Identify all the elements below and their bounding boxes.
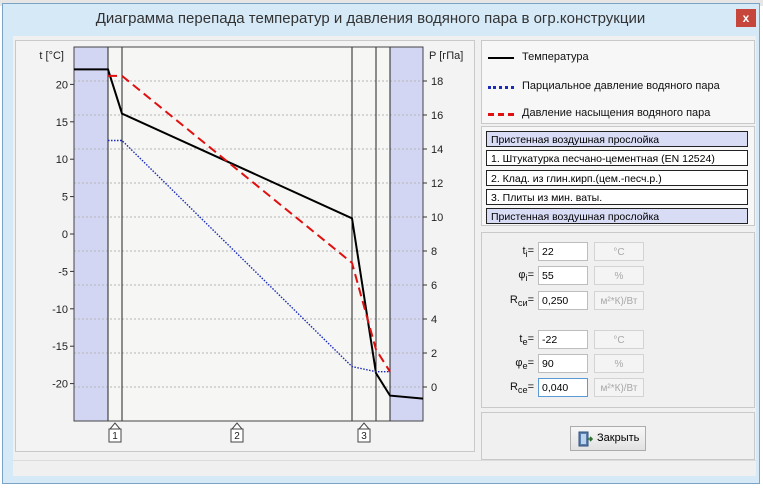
ti-unit: °C — [594, 242, 644, 261]
phii-input[interactable]: 55 — [538, 266, 588, 285]
label-phii: φi= — [518, 269, 534, 284]
series-line-2 — [108, 74, 391, 373]
right-axis-tick-label: 0 — [431, 382, 437, 394]
right-axis-tick-label: 18 — [431, 76, 443, 88]
layer-2-brick[interactable]: 2. Клад. из глин.кирп.(цем.-песч.р.) — [486, 170, 748, 186]
phii-unit: % — [594, 266, 644, 285]
layer-marker-label: 3 — [361, 431, 367, 442]
right-axis-tick-label: 6 — [431, 280, 437, 292]
right-axis-tick-label: 4 — [431, 314, 437, 326]
diagram-panel: 20 15 10 5 0 -5 -10 -15 -20 18 16 14 12 10 8 6 4 2 0 t [°C]… — [15, 40, 475, 452]
button-panel: Закрыть — [481, 412, 755, 460]
layers-panel: Пристенная воздушная прослойка 1. Штукат… — [481, 126, 755, 226]
phie-unit: % — [594, 354, 644, 373]
layer-marker-arrow — [230, 422, 244, 430]
layer-inner-air[interactable]: Пристенная воздушная прослойка — [486, 131, 748, 147]
rse-unit: м²*К)/Вт — [594, 378, 644, 397]
layer-marker-box — [108, 428, 122, 443]
left-axis-tick-label: -5 — [58, 266, 68, 278]
inner-air-layer — [74, 47, 108, 421]
layer-marker-arrow — [357, 422, 371, 430]
layer-marker-arrow — [108, 422, 122, 430]
rsi-input[interactable]: 0,250 — [538, 291, 588, 310]
legend-panel: Температура Парциальное давление водяног… — [481, 40, 755, 124]
ti-input[interactable]: 22 — [538, 242, 588, 261]
label-te: te= — [519, 333, 534, 348]
label-rsi: Rси= — [509, 294, 534, 309]
status-bar — [13, 460, 756, 475]
dialog-client-area: 20 15 10 5 0 -5 -10 -15 -20 18 16 14 12 10 8 6 4 2 0 t [°C]… — [13, 36, 756, 476]
right-axis-tick-label: 14 — [431, 144, 443, 156]
left-axis-tick-label: -20 — [52, 379, 68, 391]
left-axis-tick-label: -10 — [52, 304, 68, 316]
right-axis-tick-label: 16 — [431, 110, 443, 122]
right-axis-tick-label: 8 — [431, 246, 437, 258]
close-dialog-button[interactable]: Закрыть — [570, 426, 646, 451]
layer-1-plaster[interactable]: 1. Штукатурка песчано-цементная (EN 1252… — [486, 150, 748, 166]
right-axis-label: P [гПа] — [429, 50, 463, 62]
left-axis-label: t [°C] — [39, 50, 64, 62]
left-axis-tick-label: 20 — [56, 79, 68, 91]
legend-swatch-partial-pressure — [488, 86, 514, 89]
close-button-label: Закрыть — [597, 432, 640, 444]
series-line-1 — [108, 139, 390, 373]
layer-outer-air[interactable]: Пристенная воздушная прослойка — [486, 208, 748, 224]
legend-label: Давление насыщения водяного пара — [522, 107, 711, 119]
right-axis-tick-label: 2 — [431, 348, 437, 360]
left-axis-tick-label: 15 — [56, 117, 68, 129]
layer-marker-box — [230, 428, 244, 443]
exit-door-icon — [578, 431, 593, 447]
legend-swatch-saturation-pressure — [488, 113, 514, 116]
te-input[interactable]: -22 — [538, 330, 588, 349]
right-axis-tick-label: 12 — [431, 178, 443, 190]
layer-marker-label: 1 — [112, 431, 118, 442]
legend-swatch-temperature — [488, 57, 514, 59]
title-bar[interactable]: Диаграмма перепада температур и давления… — [3, 4, 759, 34]
label-phie: φe= — [515, 357, 534, 372]
legend-label: Температура — [522, 51, 589, 63]
phie-input[interactable]: 90 — [538, 354, 588, 373]
left-axis-tick-label: 10 — [56, 154, 68, 166]
parameters-panel: ti= 22 °C φi= 55 % Rси= 0,250 м²*К)/Вт t… — [481, 232, 755, 408]
plot-area — [74, 47, 423, 421]
layer-3-mineral-wool[interactable]: 3. Плиты из мин. ваты. — [486, 189, 748, 205]
dialog-window: Диаграмма перепада температур и давления… — [2, 3, 760, 484]
legend-label: Парциальное давление водяного пара — [522, 80, 720, 92]
right-axis-tick-label: 10 — [431, 212, 443, 224]
window-close-button[interactable]: x — [736, 9, 756, 27]
layer-marker-label: 2 — [234, 431, 240, 442]
series-line-0 — [74, 68, 424, 400]
layer-marker-box — [357, 428, 371, 443]
rsi-unit: м²*К)/Вт — [594, 291, 644, 310]
left-axis-tick-label: 0 — [62, 229, 68, 241]
label-ti: ti= — [522, 245, 534, 260]
rse-input[interactable]: 0,040 — [538, 378, 588, 397]
left-axis-tick-label: 5 — [62, 192, 68, 204]
left-axis-tick-label: -15 — [52, 341, 68, 353]
window-title: Диаграмма перепада температур и давления… — [95, 10, 646, 27]
te-unit: °C — [594, 330, 644, 349]
label-rse: Rсе= — [509, 381, 534, 396]
outer-air-layer — [390, 47, 423, 421]
